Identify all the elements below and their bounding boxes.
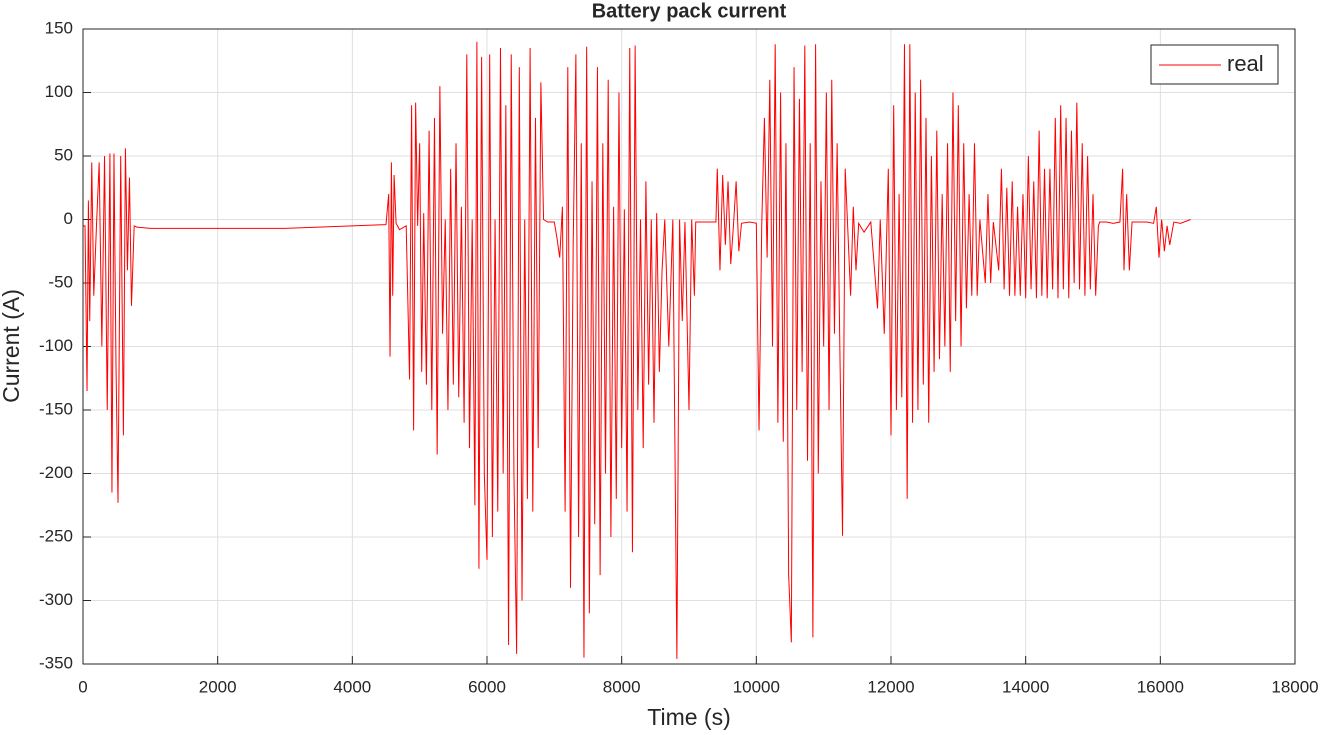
y-tick-label: 150: [45, 18, 73, 37]
y-tick-label: -100: [39, 336, 73, 355]
legend-label: real: [1227, 51, 1264, 76]
x-tick-label: 0: [78, 677, 87, 696]
x-tick-label: 2000: [199, 677, 237, 696]
y-tick-label: 100: [45, 82, 73, 101]
x-tick-label: 18000: [1271, 677, 1318, 696]
x-tick-label: 14000: [1002, 677, 1049, 696]
y-tick-label: 50: [54, 145, 73, 164]
y-axis-label: Current (A): [0, 289, 24, 403]
chart-title: Battery pack current: [592, 0, 787, 22]
y-tick-label: 0: [64, 209, 73, 228]
y-tick-label: -350: [39, 653, 73, 672]
data-line: [83, 41, 1191, 659]
legend: real: [1150, 44, 1279, 85]
y-tick-label: -300: [39, 590, 73, 609]
y-tick-label: -50: [48, 272, 73, 291]
y-tick-label: -200: [39, 463, 73, 482]
x-tick-label: 4000: [333, 677, 371, 696]
x-tick-label: 10000: [733, 677, 780, 696]
x-tick-label: 8000: [603, 677, 641, 696]
x-tick-label: 16000: [1137, 677, 1184, 696]
x-axis-label: Time (s): [647, 704, 730, 730]
x-tick-label: 6000: [468, 677, 506, 696]
x-tick-label: 12000: [867, 677, 914, 696]
y-tick-label: -250: [39, 526, 73, 545]
plot-frame: [82, 28, 1296, 665]
y-tick-label: -150: [39, 399, 73, 418]
